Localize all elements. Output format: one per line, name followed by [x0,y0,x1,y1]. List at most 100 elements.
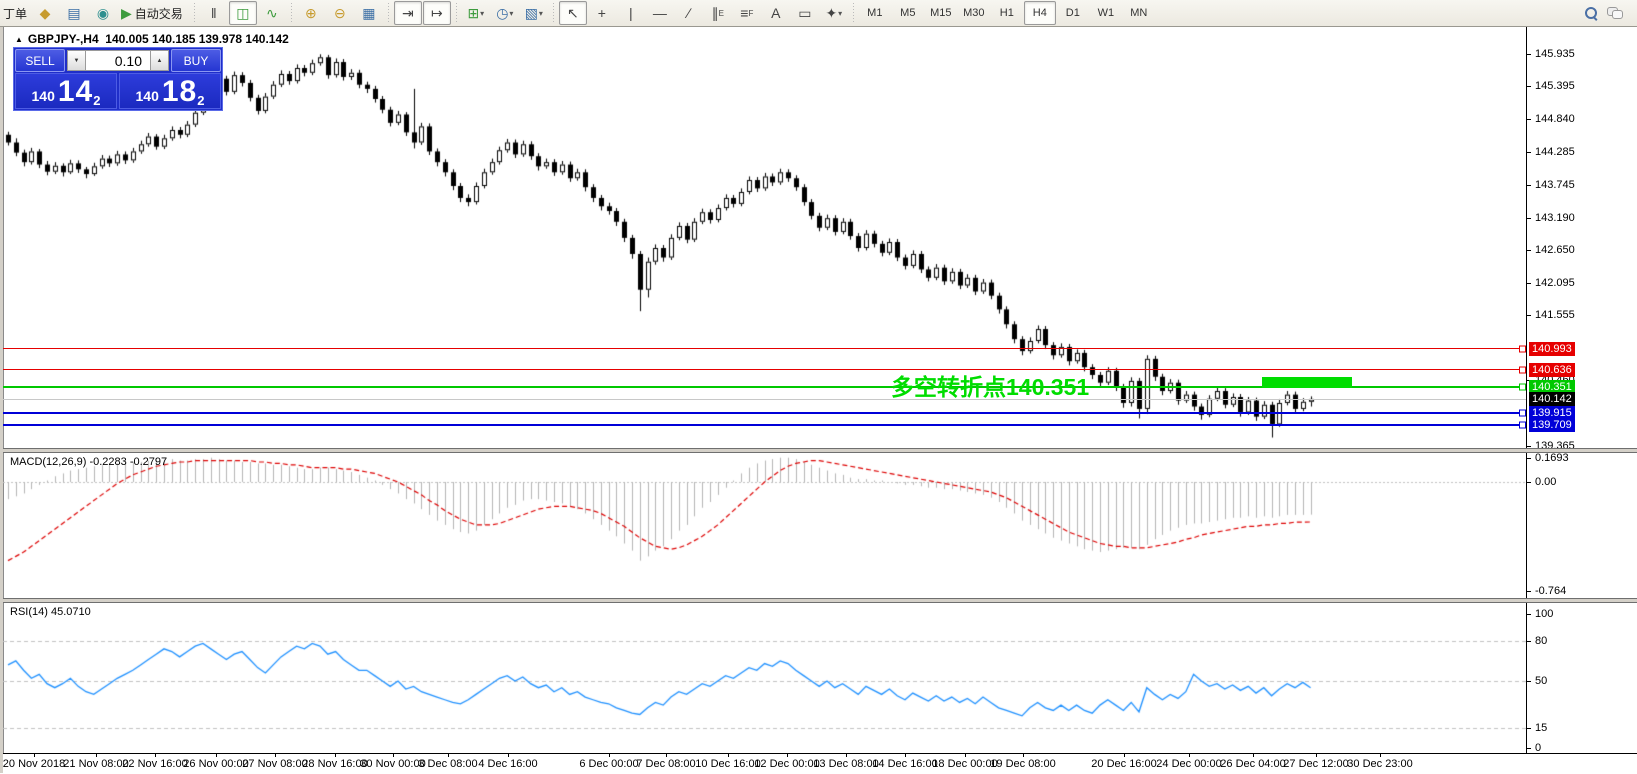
price-line-label: 139.915 [1529,405,1575,420]
line-anchor[interactable] [1519,409,1526,417]
zoom-in-button[interactable]: ⊕ [304,4,317,21]
time-label: 24 Dec 00:00 [1156,758,1222,770]
time-label: 20 Nov 2018 [2,758,66,770]
time-tick [1189,754,1190,757]
sell-price-sup: 2 [93,93,101,108]
templates-button[interactable]: ▧ ▾ [520,1,548,25]
indicators-icon: ⊞ [467,4,480,21]
time-tick [335,754,336,757]
periods-button[interactable]: ◷ ▾ [491,1,519,25]
buy-button[interactable]: BUY [171,49,221,72]
arrows-button[interactable]: ✦ ▾ [820,1,848,25]
pivot-annotation: 多空转折点140.351 [891,374,1090,400]
line-anchor[interactable] [1519,383,1526,391]
market-watch-icon[interactable]: ▤ [67,4,81,21]
time-label: 22 Nov 16:00 [122,758,188,770]
line-anchor[interactable] [1519,421,1526,429]
vertical-line-button[interactable]: | [628,5,633,21]
macd-label: MACD(12,26,9) -0.2283 -0.2797 [10,456,168,468]
time-tick [728,754,729,757]
timeframe-h1[interactable]: H1 [999,7,1014,19]
timeframe-m15[interactable]: M15 [930,7,952,19]
channel-sub-label: E [718,8,724,18]
toolbar-right-group [1585,7,1637,21]
auto-trading-button[interactable]: ▶ 自动交易 [118,1,189,25]
auto-scroll-button[interactable]: ⇥ [393,1,422,25]
horizontal-line-button[interactable]: — [652,5,667,21]
chat-icon[interactable] [1607,7,1623,19]
time-label: 4 Dec 16:00 [478,758,538,770]
cursor-button[interactable]: ↖ [558,1,587,25]
toolbar-group-chart-type: ‖ ◫ ∿ [200,1,286,25]
one-click-trading-panel: SELL ▼ 0.10 ▲ BUY 140 14 2 140 18 2 [13,47,223,111]
macd-axis-tick: 0.00 [1525,476,1557,488]
timeframe-w1[interactable]: W1 [1097,7,1115,19]
chevron-down-icon: ▾ [509,8,514,18]
price-tick: 145.395 [1526,80,1575,93]
tile-windows-button[interactable]: ▦ [362,4,376,21]
toolbar-separator [552,3,554,23]
toolbar-separator [852,3,854,23]
orders-button[interactable]: 丁单 [3,6,28,21]
chevron-down-icon: ▾ [838,8,843,18]
macd-canvas[interactable] [3,453,1526,598]
highlight-box[interactable] [1262,376,1352,388]
timeframe-h4[interactable]: H4 [1023,1,1056,25]
collapse-icon[interactable]: ▲ [15,35,23,44]
bar-chart-button[interactable]: ‖ [210,5,217,21]
trade-panel-price-row: 140 14 2 140 18 2 [14,72,222,110]
trend-line-button[interactable]: ∕ [687,5,690,21]
price-axis-line [1526,27,1527,753]
text-label-button[interactable]: ▭ [798,4,812,21]
timeframe-m5[interactable]: M5 [900,7,916,19]
new-order-icon[interactable]: ◆ [39,4,51,21]
line-anchor[interactable] [1519,366,1526,374]
line-chart-button[interactable]: ∿ [265,4,278,21]
time-axis[interactable]: 20 Nov 2018 21 Nov 08:00 22 Nov 16:00 26 No… [3,753,1637,774]
indicators-button[interactable]: ⊞ ▾ [462,1,490,25]
time-tick [393,754,394,757]
signal-icon[interactable]: ◉ [96,4,110,21]
timeframe-mn[interactable]: MN [1130,7,1148,19]
price-tick: 144.840 [1526,113,1575,126]
timeframe-m1[interactable]: M1 [867,7,883,19]
timeframe-d1[interactable]: D1 [1065,7,1080,19]
chart-shift-button[interactable]: ↦ [422,1,451,25]
horizontal-line[interactable] [3,369,1526,371]
zoom-out-button[interactable]: ⊖ [333,4,346,21]
buy-price-tile[interactable]: 140 18 2 [119,73,221,109]
candlestick-button[interactable]: ◫ [228,1,257,25]
volume-down-button[interactable]: ▼ [67,50,86,71]
symbol-title: GBPJPY-,H4 140.005 140.185 139.978 140.1… [27,32,289,46]
sell-price-tile[interactable]: 140 14 2 [15,73,117,109]
fibonacci-button[interactable]: ≡ F [733,1,761,25]
equidistant-channel-button[interactable]: ∥ E [704,1,732,25]
time-tick [787,754,788,757]
volume-input[interactable]: 0.10 [86,50,150,71]
volume-up-button[interactable]: ▲ [150,50,169,71]
toolbar-separator [193,3,195,23]
horizontal-line[interactable] [3,424,1526,427]
toolbar-group-zoom: ⊕ ⊖ ▦ [297,1,383,25]
trade-panel-top-row: SELL ▼ 0.10 ▲ BUY [14,48,222,72]
timeframe-m30[interactable]: M30 [963,7,985,19]
pane-splitter-rsi[interactable] [3,598,1637,603]
text-button[interactable]: A [771,5,781,21]
crosshair-button[interactable]: + [597,5,606,21]
time-label: 30 Nov 00:00 [360,758,426,770]
pane-splitter-macd[interactable] [3,448,1637,453]
line-anchor[interactable] [1519,345,1526,353]
price-tick: 141.555 [1526,309,1575,322]
horizontal-line[interactable] [3,348,1526,350]
toolbar-group-main: 丁单 ◆ ▤ ◉ ▶ 自动交易 [0,1,189,25]
search-icon[interactable] [1585,7,1598,21]
time-tick [609,754,610,757]
current-price-label: 140.142 [1529,392,1575,407]
sell-button[interactable]: SELL [15,49,65,72]
horizontal-line[interactable] [3,411,1526,414]
horizontal-line[interactable] [3,385,1526,388]
rsi-axis-tick: 15 [1525,721,1548,734]
time-tick [965,754,966,757]
price-tick: 142.095 [1526,276,1575,289]
rsi-canvas[interactable] [3,603,1526,752]
